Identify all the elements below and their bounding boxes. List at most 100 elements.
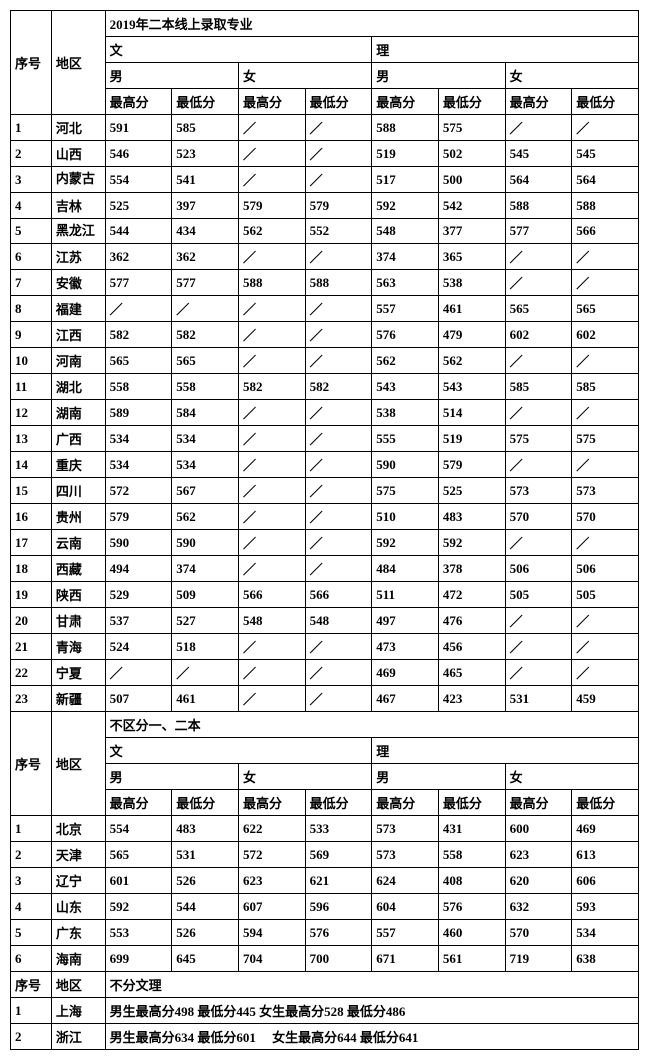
data-cell: 566 [572, 219, 639, 244]
seq-cell: 16 [11, 504, 52, 530]
header-region: 地区 [51, 972, 105, 998]
data-cell: 622 [238, 816, 305, 842]
data-cell: ／ [572, 115, 639, 141]
data-cell: 533 [305, 816, 372, 842]
table-row: 23新疆507461／／467423531459 [11, 686, 639, 712]
data-cell: 585 [572, 374, 639, 400]
data-cell: 554 [105, 816, 172, 842]
data-cell: 476 [438, 608, 505, 634]
seq-cell: 17 [11, 530, 52, 556]
data-cell: 500 [438, 167, 505, 193]
data-cell: 408 [438, 868, 505, 894]
data-cell: ／ [505, 270, 572, 296]
data-cell: 397 [172, 193, 239, 219]
data-cell: 565 [105, 348, 172, 374]
data-cell: 588 [505, 193, 572, 219]
header-min: 最低分 [172, 790, 239, 816]
header-male: 男 [105, 764, 238, 790]
seq-cell: 8 [11, 296, 52, 322]
data-cell: 510 [372, 504, 439, 530]
data-cell: 579 [238, 193, 305, 219]
region-cell: 北京 [51, 816, 105, 842]
data-cell: 472 [438, 582, 505, 608]
section2-title: 不区分一、二本 [105, 712, 638, 738]
region-cell: 海南 [51, 946, 105, 972]
data-cell: 623 [238, 868, 305, 894]
data-cell: 459 [572, 686, 639, 712]
data-cell: 602 [572, 322, 639, 348]
header-li: 理 [372, 37, 639, 63]
data-cell: ／ [238, 115, 305, 141]
header-max: 最高分 [372, 89, 439, 115]
table-row: 5广东553526594576557460570534 [11, 920, 639, 946]
seq-cell: 18 [11, 556, 52, 582]
data-cell: 557 [372, 296, 439, 322]
data-cell: 704 [238, 946, 305, 972]
data-cell: 565 [505, 296, 572, 322]
data-cell: ／ [572, 244, 639, 270]
data-cell: 558 [438, 842, 505, 868]
table-row: 16贵州579562／／510483570570 [11, 504, 639, 530]
data-cell: 460 [438, 920, 505, 946]
table-row: 20甘肃537527548548497476／／ [11, 608, 639, 634]
data-cell: 545 [572, 141, 639, 167]
data-cell: 465 [438, 660, 505, 686]
data-cell: 593 [572, 894, 639, 920]
data-cell: 576 [305, 920, 372, 946]
region-cell: 河北 [51, 115, 105, 141]
region-cell: 天津 [51, 842, 105, 868]
data-cell: 699 [105, 946, 172, 972]
data-cell: 582 [238, 374, 305, 400]
seq-cell: 2 [11, 842, 52, 868]
region-cell: 湖南 [51, 400, 105, 426]
data-cell: 525 [105, 193, 172, 219]
data-cell: 483 [172, 816, 239, 842]
header-male: 男 [105, 63, 238, 89]
data-cell: ／ [572, 608, 639, 634]
data-cell: 543 [372, 374, 439, 400]
header-max: 最高分 [105, 89, 172, 115]
table-row: 15四川572567／／575525573573 [11, 478, 639, 504]
header-wen: 文 [105, 37, 372, 63]
header-region: 地区 [51, 11, 105, 115]
data-cell: 606 [572, 868, 639, 894]
data-cell: ／ [305, 530, 372, 556]
table-row: 文理 [11, 37, 639, 63]
header-min: 最低分 [172, 89, 239, 115]
data-cell: 461 [438, 296, 505, 322]
data-cell: 565 [572, 296, 639, 322]
data-cell: ／ [238, 167, 305, 193]
data-cell: 461 [172, 686, 239, 712]
header-max: 最高分 [238, 89, 305, 115]
table-row: 3辽宁601526623621624408620606 [11, 868, 639, 894]
data-cell: 632 [505, 894, 572, 920]
seq-cell: 6 [11, 244, 52, 270]
data-cell: 529 [105, 582, 172, 608]
data-cell: 541 [172, 167, 239, 193]
data-cell: 620 [505, 868, 572, 894]
data-cell: 570 [572, 504, 639, 530]
region-cell: 青海 [51, 634, 105, 660]
data-cell: 584 [172, 400, 239, 426]
data-cell: 589 [105, 400, 172, 426]
data-cell: 502 [438, 141, 505, 167]
data-cell: 579 [105, 504, 172, 530]
data-cell: ／ [572, 270, 639, 296]
data-cell: 602 [505, 322, 572, 348]
table-row: 14重庆534534／／590579／／ [11, 452, 639, 478]
header-region: 地区 [51, 712, 105, 816]
data-cell: 469 [372, 660, 439, 686]
data-cell: 645 [172, 946, 239, 972]
data-cell: ／ [305, 244, 372, 270]
admission-scores-table: 序号地区2019年二本线上录取专业文理男女男女最高分最低分最高分最低分最高分最低… [10, 10, 639, 1050]
data-cell: 563 [372, 270, 439, 296]
data-cell: 566 [238, 582, 305, 608]
region-cell: 陕西 [51, 582, 105, 608]
data-cell: 538 [438, 270, 505, 296]
data-cell: ／ [238, 452, 305, 478]
data-cell: ／ [305, 167, 372, 193]
seq-cell: 1 [11, 816, 52, 842]
data-cell: 594 [238, 920, 305, 946]
data-cell: 558 [172, 374, 239, 400]
data-cell: ／ [305, 296, 372, 322]
